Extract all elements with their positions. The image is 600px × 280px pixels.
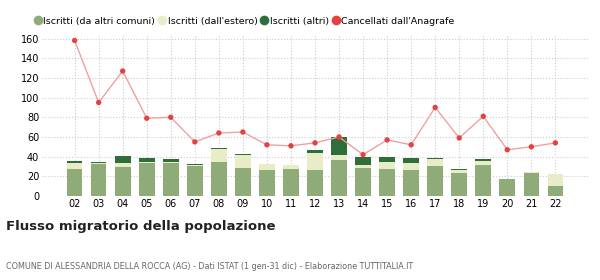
Bar [235, 169, 251, 196]
Bar [115, 162, 131, 167]
Point [527, 144, 536, 149]
Bar [139, 162, 155, 196]
Bar [524, 172, 539, 173]
Bar [475, 165, 491, 196]
Bar [524, 173, 539, 196]
Bar [115, 156, 131, 162]
Point [358, 152, 368, 157]
Bar [355, 165, 371, 169]
Point [551, 141, 560, 145]
Bar [67, 160, 82, 162]
Bar [187, 164, 203, 165]
Bar [259, 164, 275, 171]
Bar [379, 169, 395, 196]
Bar [355, 169, 371, 196]
Bar [115, 167, 131, 196]
Bar [235, 155, 251, 169]
Point [502, 148, 512, 152]
Bar [187, 167, 203, 196]
Bar [211, 148, 227, 149]
Bar [211, 162, 227, 196]
Bar [379, 162, 395, 169]
Legend: Iscritti (da altri comuni), Iscritti (dall'estero), Iscritti (altri), Cancellati: Iscritti (da altri comuni), Iscritti (da… [36, 16, 454, 26]
Point [166, 115, 176, 120]
Bar [283, 165, 299, 169]
Point [478, 114, 488, 118]
Bar [67, 169, 82, 196]
Bar [163, 158, 179, 162]
Bar [451, 173, 467, 196]
Bar [307, 171, 323, 196]
Bar [91, 164, 106, 196]
Point [334, 135, 344, 139]
Bar [211, 149, 227, 162]
Bar [331, 155, 347, 160]
Bar [379, 157, 395, 162]
Bar [548, 174, 563, 186]
Point [454, 136, 464, 140]
Bar [283, 169, 299, 196]
Bar [403, 171, 419, 196]
Bar [235, 154, 251, 155]
Bar [499, 179, 515, 196]
Point [214, 131, 224, 135]
Bar [403, 162, 419, 171]
Bar [475, 160, 491, 165]
Bar [163, 162, 179, 196]
Bar [548, 186, 563, 196]
Text: Flusso migratorio della popolazione: Flusso migratorio della popolazione [6, 220, 275, 233]
Point [142, 116, 152, 120]
Bar [139, 158, 155, 162]
Point [70, 38, 79, 43]
Point [382, 138, 392, 142]
Point [118, 69, 128, 73]
Bar [307, 150, 323, 153]
Point [430, 105, 440, 110]
Bar [91, 162, 106, 164]
Bar [451, 171, 467, 173]
Bar [427, 167, 443, 196]
Bar [451, 169, 467, 171]
Point [94, 100, 103, 105]
Bar [331, 137, 347, 155]
Text: COMUNE DI ALESSANDRIA DELLA ROCCA (AG) - Dati ISTAT (1 gen-31 dic) - Elaborazion: COMUNE DI ALESSANDRIA DELLA ROCCA (AG) -… [6, 262, 413, 271]
Point [286, 144, 296, 148]
Bar [475, 158, 491, 160]
Bar [307, 153, 323, 171]
Point [238, 130, 248, 134]
Bar [355, 157, 371, 165]
Point [406, 143, 416, 147]
Bar [427, 158, 443, 167]
Bar [67, 162, 82, 169]
Bar [331, 160, 347, 196]
Bar [403, 158, 419, 162]
Point [310, 141, 320, 145]
Bar [187, 165, 203, 167]
Bar [259, 171, 275, 196]
Point [262, 143, 272, 147]
Point [190, 140, 200, 144]
